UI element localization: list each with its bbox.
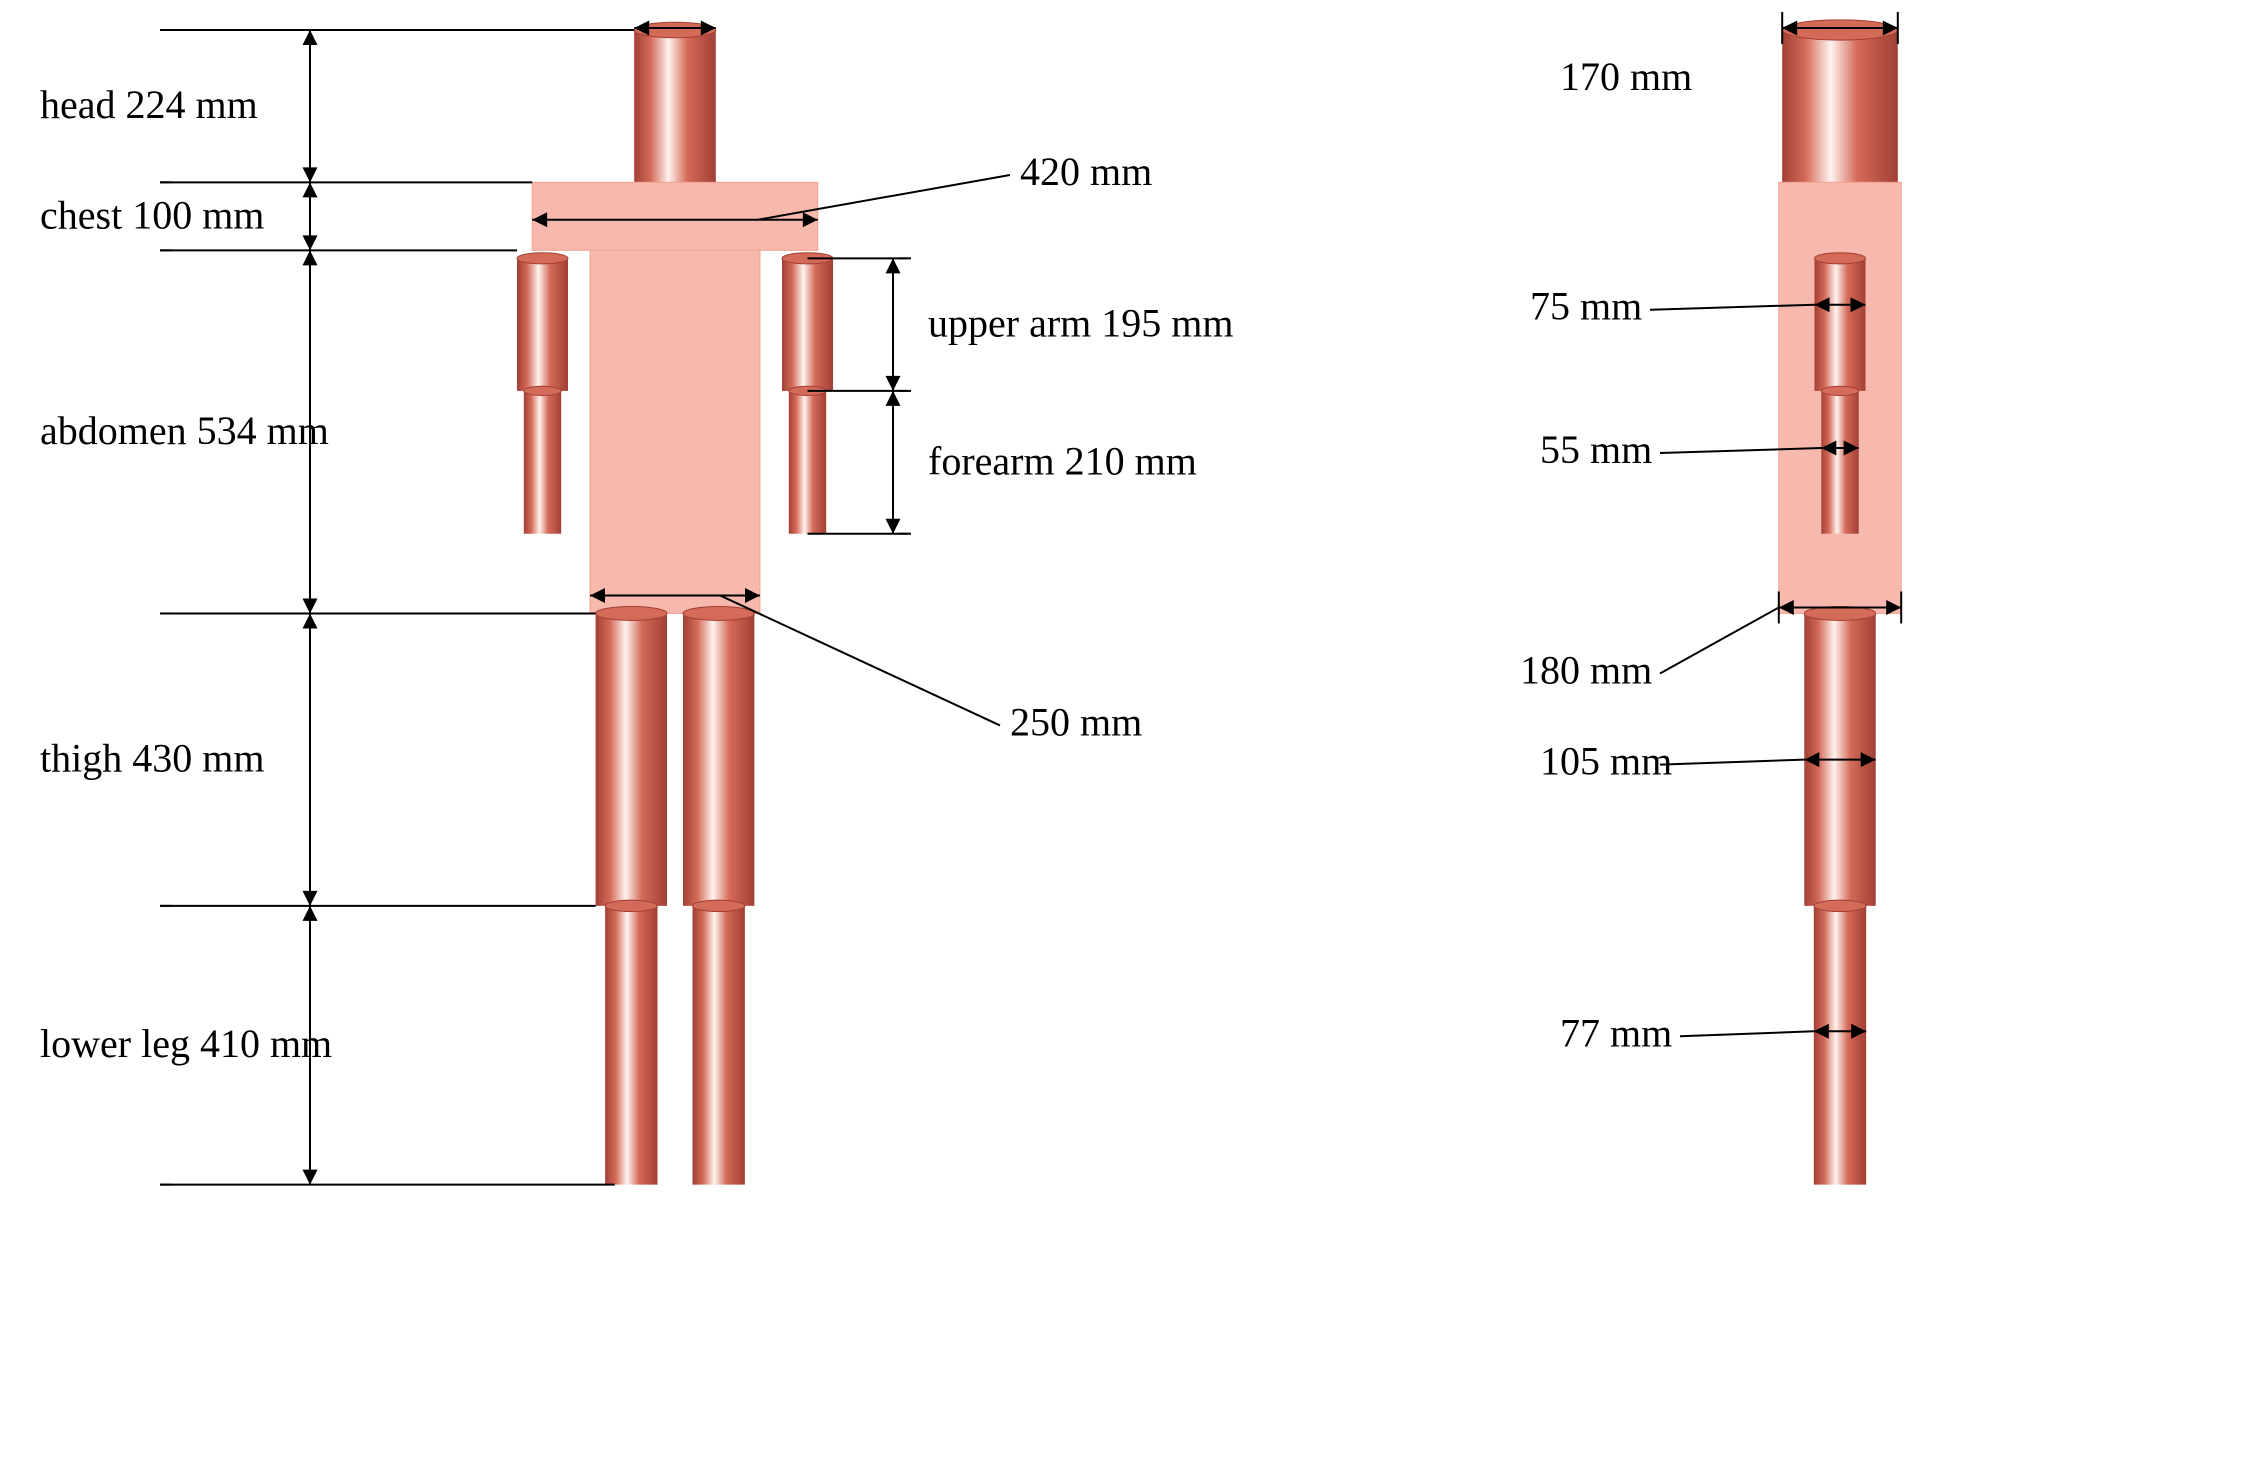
- side-head-cap: [1782, 20, 1898, 40]
- head-cyl: [634, 30, 716, 182]
- side-lower-leg: [1814, 906, 1866, 1185]
- label-thigh: thigh 430 mm: [40, 736, 264, 781]
- side-forearm: [1821, 391, 1858, 534]
- side-forearm-cap: [1821, 386, 1858, 395]
- label-side-105: 105 mm: [1540, 739, 1672, 784]
- thigh-right-cap: [683, 606, 754, 620]
- forearm-left: [524, 391, 561, 534]
- thigh-left: [596, 613, 667, 905]
- leader-side-77: [1680, 1031, 1814, 1036]
- label-side-180: 180 mm: [1520, 647, 1652, 692]
- thigh-left-cap: [596, 606, 667, 620]
- label-250: 250 mm: [1010, 699, 1142, 744]
- side-head: [1782, 30, 1898, 182]
- label-side-55: 55 mm: [1540, 427, 1652, 472]
- label-420: 420 mm: [1020, 149, 1152, 194]
- label-chest: chest 100 mm: [40, 192, 264, 237]
- leader-180: [1660, 607, 1779, 673]
- lower-leg-right-cap: [693, 900, 745, 911]
- side-upper-arm: [1815, 258, 1866, 391]
- leader-250: [720, 595, 1000, 725]
- label-head: head 224 mm: [40, 82, 258, 127]
- side-lower-leg-cap: [1814, 900, 1866, 911]
- thigh-right: [683, 613, 754, 905]
- upper-arm-left-cap: [517, 253, 568, 264]
- upper-arm-right: [782, 258, 833, 391]
- side-upper-arm-cap: [1815, 253, 1866, 264]
- lower-leg-right: [693, 906, 745, 1185]
- lower-leg-left: [605, 906, 657, 1185]
- label-upper-arm: upper arm 195 mm: [928, 301, 1234, 346]
- leader-side-105: [1660, 760, 1804, 765]
- label-abdomen: abdomen 534 mm: [40, 408, 329, 453]
- forearm-left-cap: [524, 386, 561, 395]
- diagram-root: head 224 mm chest 100 mm abdomen 534 mm thi…: [0, 0, 2253, 1467]
- lower-leg-left-cap: [605, 900, 657, 911]
- label-lower_leg: lower leg 410 mm: [40, 1021, 332, 1066]
- label-side-75: 75 mm: [1530, 284, 1642, 329]
- abdomen-box: [590, 250, 760, 613]
- label-side-77: 77 mm: [1560, 1010, 1672, 1055]
- head-cyl-cap: [634, 22, 716, 37]
- upper-arm-left: [517, 258, 568, 391]
- label-side-170: 170 mm: [1560, 54, 1692, 99]
- label-forearm: forearm 210 mm: [928, 438, 1197, 483]
- side-thigh-cap: [1804, 606, 1875, 620]
- forearm-right: [789, 391, 826, 534]
